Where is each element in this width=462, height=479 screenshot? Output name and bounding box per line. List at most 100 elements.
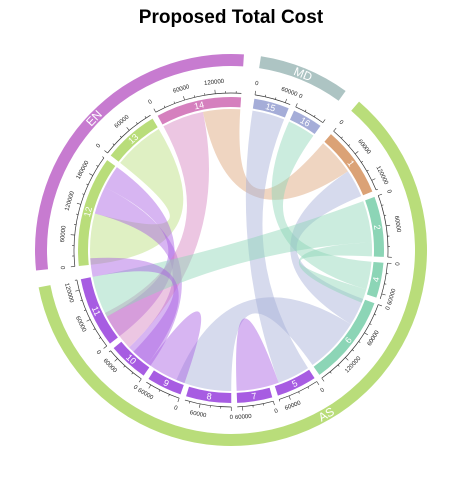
tick-mark — [177, 398, 180, 403]
tick-label: 60000 — [74, 316, 87, 334]
sector-axis-2 — [377, 195, 389, 258]
tick-label: 120000 — [64, 190, 76, 212]
tick-mark — [148, 384, 152, 389]
tick-label: 0 — [385, 189, 392, 195]
sector-axis-14 — [155, 92, 242, 113]
link-14-1 — [202, 108, 348, 200]
tick-mark — [83, 309, 87, 311]
tick-mark — [82, 193, 85, 195]
link-7-5 — [236, 318, 279, 391]
link-12-13 — [90, 128, 184, 265]
chart-title: Proposed Total Cost — [138, 7, 324, 28]
tick-mark — [381, 293, 386, 296]
tick-label: 120000 — [344, 355, 363, 374]
sector-axis-5 — [279, 381, 317, 400]
tick-label: 0 — [297, 94, 303, 101]
tick-label: 60000 — [387, 287, 398, 305]
tick-mark — [298, 391, 300, 394]
tick-mark — [378, 304, 383, 307]
tick-mark — [374, 313, 377, 316]
tick-mark — [341, 136, 343, 139]
tick-mark — [126, 127, 130, 131]
tick-mark — [307, 386, 310, 389]
tick-mark — [86, 319, 91, 322]
sector-label-11: 11 — [90, 305, 103, 318]
tick-label: 0 — [255, 81, 260, 88]
sector-axis-6 — [321, 304, 379, 379]
sector-label-5: 5 — [290, 378, 299, 389]
tick-mark — [337, 364, 340, 367]
tick-label: 60000 — [284, 400, 302, 412]
tick-mark — [93, 328, 96, 330]
tick-mark — [378, 193, 383, 196]
tick-label: 0 — [385, 305, 392, 311]
tick-mark — [189, 401, 191, 404]
tick-label: 60000 — [393, 215, 402, 233]
sector-15 — [252, 98, 289, 118]
sector-label-16: 16 — [298, 115, 312, 129]
tick-mark — [131, 372, 134, 375]
tick-mark — [123, 365, 126, 368]
sector-axis-12 — [73, 157, 105, 267]
tick-mark — [199, 403, 201, 408]
tick-mark — [75, 289, 80, 292]
tick-mark — [119, 135, 122, 138]
link-12-11 — [104, 167, 175, 337]
tick-mark — [358, 341, 361, 343]
sector-label-7: 7 — [251, 391, 258, 402]
tick-label: 0 — [96, 142, 103, 149]
sector-label-2: 2 — [372, 224, 383, 230]
group-label-as: AS — [316, 404, 337, 424]
link-15-5 — [245, 110, 309, 383]
tick-mark — [183, 96, 185, 101]
tick-label: 0 — [95, 350, 102, 357]
tick-label: 0 — [173, 405, 179, 412]
sector-axis-9 — [146, 381, 180, 399]
sector-13 — [110, 118, 158, 162]
group-arc-as — [38, 101, 427, 447]
sector-label-4: 4 — [371, 276, 382, 283]
group-label-md: MD — [292, 64, 315, 84]
sector-7 — [236, 387, 273, 403]
tick-mark — [354, 151, 359, 155]
sector-label-6: 6 — [343, 335, 354, 345]
tick-mark — [285, 98, 287, 103]
tick-mark — [80, 299, 83, 302]
tick-mark — [76, 202, 81, 205]
tick-label: 60000 — [235, 414, 253, 421]
tick-mark — [168, 394, 170, 397]
tick-mark — [275, 97, 277, 100]
sector-label-10: 10 — [124, 352, 138, 366]
tick-label: 120000 — [204, 79, 225, 87]
tick-mark — [158, 389, 161, 392]
tick-label: 60000 — [172, 84, 190, 95]
tick-mark — [104, 150, 108, 154]
tick-label: 0 — [395, 261, 401, 265]
tick-mark — [295, 103, 298, 108]
link-8-11 — [90, 257, 179, 364]
tick-mark — [173, 101, 175, 104]
tick-label: 60000 — [60, 225, 68, 243]
link-2-4 — [298, 242, 373, 303]
link-1-6 — [290, 171, 364, 325]
sector-axis-7 — [237, 400, 274, 408]
tick-label: 60000 — [114, 114, 131, 130]
tick-mark — [316, 381, 320, 386]
link-12-10 — [94, 187, 182, 366]
tick-mark — [361, 160, 364, 163]
tick-mark — [138, 378, 142, 383]
tick-mark — [136, 122, 138, 125]
tick-mark — [322, 119, 326, 123]
tick-mark — [321, 377, 325, 382]
sector-11 — [80, 277, 118, 344]
link-16-4 — [271, 121, 372, 290]
sector-4 — [366, 261, 384, 298]
tick-mark — [329, 371, 332, 374]
tick-mark — [288, 395, 291, 400]
link-14-10 — [104, 111, 210, 348]
tick-mark — [163, 105, 166, 108]
tick-label: 60000 — [367, 329, 381, 347]
tick-label: 120000 — [63, 283, 74, 305]
tick-mark — [352, 349, 355, 352]
